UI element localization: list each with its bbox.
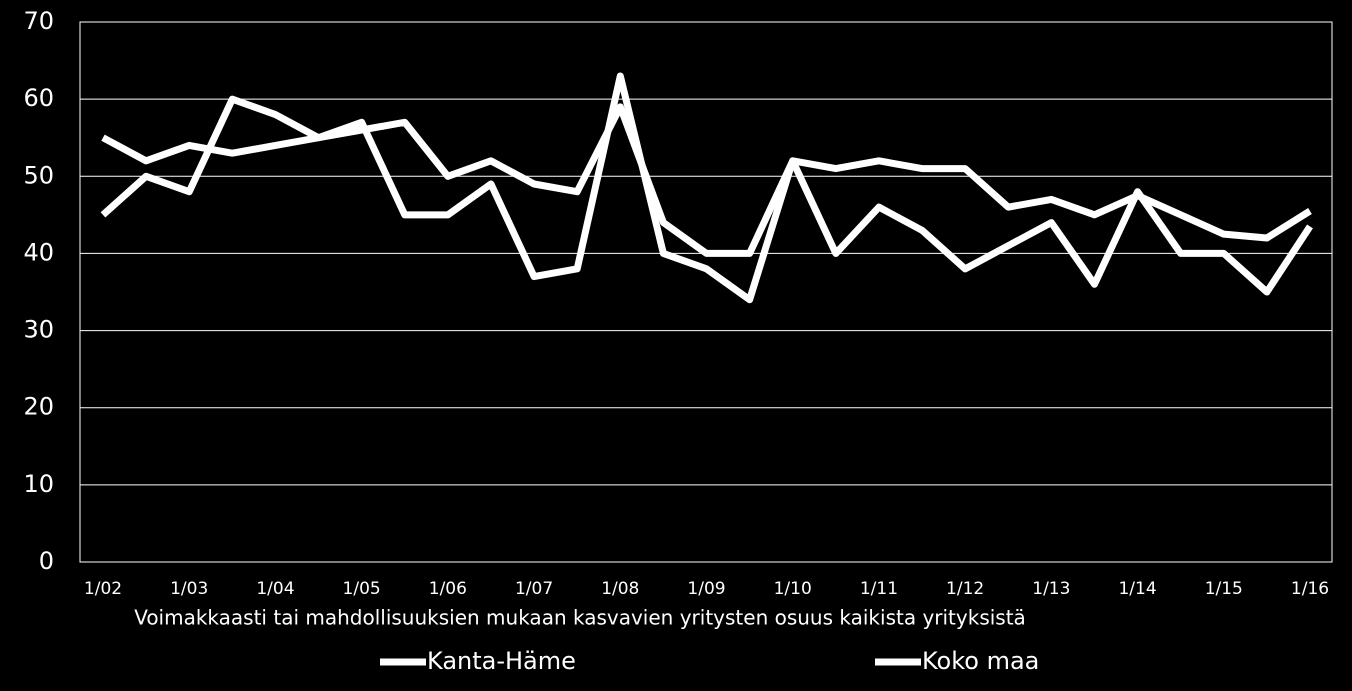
x-tick-label: 1/12 [946,579,984,599]
y-tick-label: 50 [23,161,54,189]
x-tick-label: 1/05 [343,579,381,599]
legend-label: Koko maa [922,647,1039,675]
x-tick-label: 1/15 [1205,579,1243,599]
x-tick-label: 1/06 [429,579,467,599]
y-tick-label: 70 [23,7,54,35]
x-tick-label: 1/14 [1118,579,1156,599]
y-tick-label: 40 [23,238,54,266]
y-tick-label: 30 [23,316,54,344]
y-tick-label: 10 [23,470,54,498]
line-series [101,103,1312,257]
x-tick-label: 1/02 [84,579,122,599]
plot-frame [79,21,1333,563]
x-tick-label: 1/16 [1291,579,1329,599]
y-tick-label: 20 [23,393,54,421]
x-tick-label: 1/03 [170,579,208,599]
line-series [100,72,1313,304]
x-tick-label: 1/13 [1032,579,1070,599]
x-tick-label: 1/07 [515,579,553,599]
y-tick-label: 0 [39,547,54,575]
y-tick-label: 60 [23,84,54,112]
x-tick-label: 1/09 [687,579,725,599]
legend-label: Kanta-Häme [427,647,576,675]
x-tick-label: 1/08 [601,579,639,599]
x-axis-label: Voimakkaasti tai mahdollisuuksien mukaan… [134,606,1026,630]
x-tick-label: 1/11 [860,579,898,599]
x-tick-label: 1/04 [256,579,294,599]
x-tick-label: 1/10 [774,579,812,599]
